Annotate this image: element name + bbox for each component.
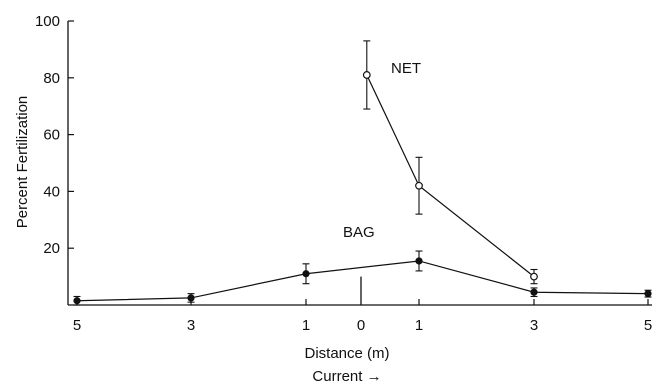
x-tick-label: 1: [302, 317, 310, 334]
x-axis-title: Distance (m): [304, 345, 389, 362]
x-tick-label: 1: [415, 317, 423, 334]
y-tick-label: 20: [43, 240, 60, 257]
x-tick-label: 3: [187, 317, 195, 334]
series-line-bag: [76, 260, 649, 302]
chart-marks: NET BAG: [73, 40, 652, 306]
current-direction-label: Current →: [312, 368, 381, 385]
data-point-bag: [415, 257, 423, 265]
data-point-bag: [302, 270, 310, 278]
x-tick-label: 3: [530, 317, 538, 334]
series-label-bag: BAG: [343, 224, 375, 241]
y-tick-label: 100: [35, 13, 60, 30]
data-point-bag: [644, 290, 652, 298]
axes: 20 40 60 80 100 5 3 1 0 1 3 5: [35, 13, 652, 334]
y-axis-title: Percent Fertilization: [14, 96, 31, 229]
data-point-bag: [530, 288, 538, 296]
series-label-net: NET: [391, 60, 421, 77]
data-point-net: [362, 71, 371, 79]
y-tick-label: 40: [43, 183, 60, 200]
data-point-net: [530, 272, 538, 281]
x-tick-label: 5: [644, 317, 652, 334]
series-line-net: [366, 74, 535, 278]
y-tick-label: 80: [43, 70, 60, 87]
data-point-net: [415, 181, 423, 190]
y-tick-label: 60: [43, 127, 60, 144]
x-tick-label: 5: [73, 317, 81, 334]
x-tick-label: 0: [357, 317, 365, 334]
data-point-bag: [187, 294, 195, 302]
data-point-bag: [73, 297, 81, 305]
